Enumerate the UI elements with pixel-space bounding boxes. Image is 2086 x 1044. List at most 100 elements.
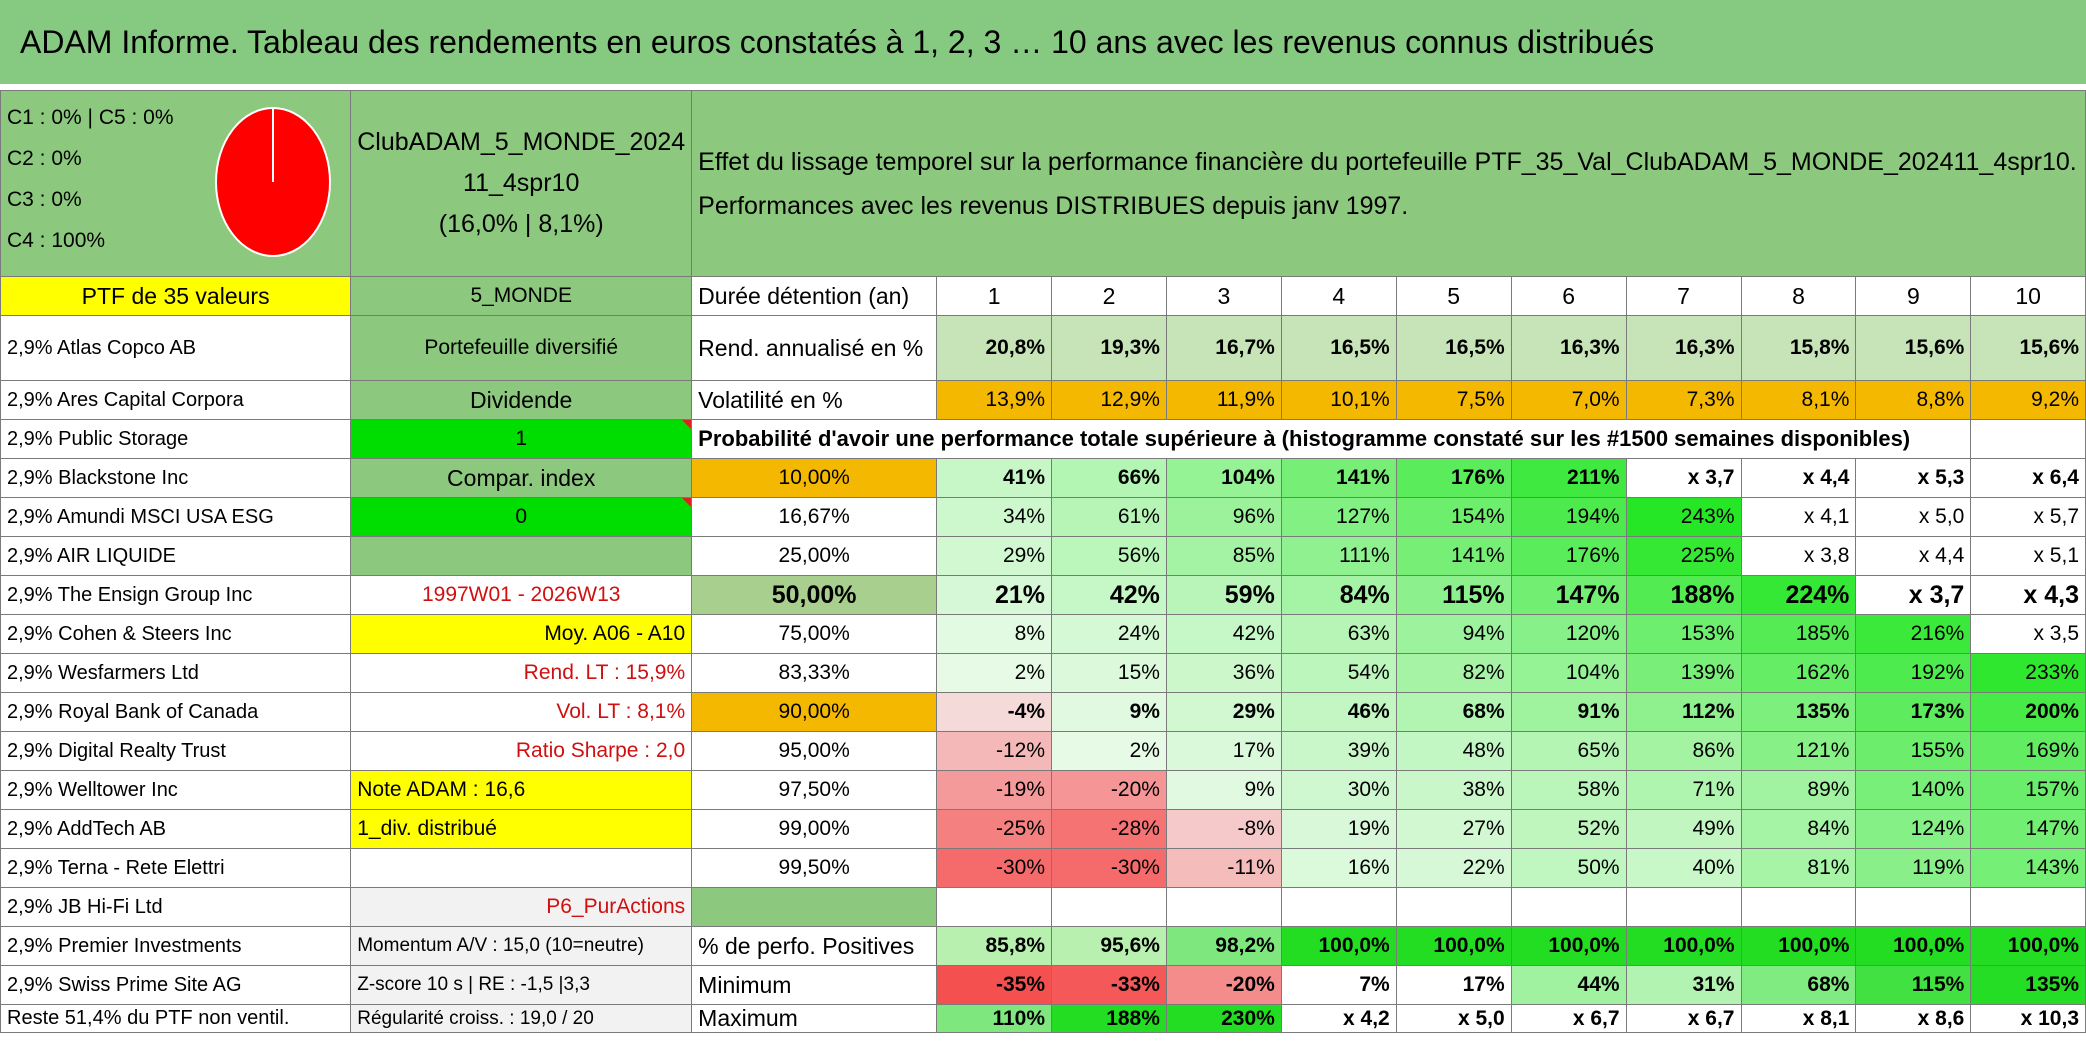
holding-name: 2,9% Blackstone Inc [0, 458, 352, 498]
probability-value: 8% [936, 614, 1053, 654]
probability-level: 16,67% [691, 497, 938, 537]
rend-value: 19,3% [1051, 315, 1167, 381]
year-header: 8 [1740, 276, 1857, 316]
positives-value: 100,0% [1855, 926, 1972, 966]
zone-label: 5_MONDE [350, 276, 693, 316]
probability-value: x 4,4 [1855, 536, 1972, 576]
probability-value: 54% [1280, 653, 1397, 693]
probability-value: 141% [1280, 458, 1397, 498]
rend-value: 20,8% [936, 315, 1053, 381]
empty-cell [1280, 887, 1397, 927]
probability-value: 111% [1280, 536, 1397, 576]
zscore-label: Z-score 10 s | RE : -1,5 |3,3 [350, 965, 693, 1005]
minimum-value: 17% [1395, 965, 1512, 1005]
rend-value: 15,6% [1970, 315, 2086, 381]
holding-name: 2,9% Welltower Inc [0, 770, 352, 810]
probability-value: 81% [1740, 848, 1857, 888]
probability-value: 40% [1625, 848, 1742, 888]
portfolio-name-line: (16,0% | 8,1%) [438, 210, 604, 238]
probability-value: 2% [1051, 731, 1167, 771]
moyenne-label: Moy. A06 - A10 [350, 614, 693, 654]
maximum-value: x 6,7 [1625, 1004, 1742, 1033]
years-header-row: PTF de 35 valeurs 5_MONDE Durée détention … [0, 276, 2086, 316]
vol-value: 11,9% [1165, 380, 1282, 420]
holding-name: 2,9% AddTech AB [0, 809, 352, 849]
probability-value: 147% [1510, 575, 1627, 615]
probability-value: 127% [1280, 497, 1397, 537]
periode-label: 1997W01 - 2026W13 [350, 575, 693, 615]
probability-value: 194% [1510, 497, 1627, 537]
minimum-value: 115% [1855, 965, 1972, 1005]
probability-value: 58% [1510, 770, 1627, 810]
positives-value: 100,0% [1970, 926, 2086, 966]
minimum-value: -33% [1051, 965, 1167, 1005]
maximum-value: x 10,3 [1970, 1004, 2086, 1033]
holding-name: 2,9% Cohen & Steers Inc [0, 614, 352, 654]
year-header: 5 [1395, 276, 1512, 316]
empty-cell [936, 887, 1053, 927]
probability-value: 104% [1165, 458, 1282, 498]
holding-name: 2,9% The Ensign Group Inc [0, 575, 352, 615]
compar-index-input[interactable]: 0 [350, 497, 693, 537]
probability-value: 155% [1855, 731, 1972, 771]
probability-value: 89% [1740, 770, 1857, 810]
effet-description-cell: Effet du lissage temporel sur la perform… [691, 90, 2086, 277]
probability-value: x 3,5 [1970, 614, 2086, 654]
probability-value: 22% [1395, 848, 1512, 888]
minimum-value: 7% [1280, 965, 1397, 1005]
probability-value: 30% [1280, 770, 1397, 810]
data-row: 2,9% Digital Realty Trust Ratio Sharpe : … [0, 731, 2086, 771]
minimum-value: 135% [1970, 965, 2086, 1005]
minimum-value: 31% [1625, 965, 1742, 1005]
probability-level: 97,50% [691, 770, 938, 810]
pie-legend-item: C3 : 0% [7, 188, 82, 211]
minimum-value: -20% [1165, 965, 1282, 1005]
comment-marker [682, 420, 691, 429]
data-row: 2,9% Swiss Prime Site AG Z-score 10 s | R… [0, 965, 2086, 1005]
probability-value: 233% [1970, 653, 2086, 693]
data-row: 2,9% Terna - Rete Elettri 99,50% -30% -30% -… [0, 848, 2086, 888]
holding-name: 2,9% Swiss Prime Site AG [0, 965, 352, 1005]
probability-level: 90,00% [691, 692, 938, 732]
probability-level: 83,33% [691, 653, 938, 693]
probability-value: 84% [1280, 575, 1397, 615]
data-row: 2,9% AddTech AB 1_div. distribué 99,00% -25… [0, 809, 2086, 849]
probability-value: 38% [1395, 770, 1512, 810]
probability-value: 29% [936, 536, 1053, 576]
dividend-flag-input[interactable]: 1 [350, 419, 693, 459]
data-row: 2,9% Welltower Inc Note ADAM : 16,6 97,50%… [0, 770, 2086, 810]
maximum-value: 230% [1165, 1004, 1282, 1033]
probability-value: 169% [1970, 731, 2086, 771]
positives-value: 100,0% [1395, 926, 1512, 966]
vol-value: 9,2% [1970, 380, 2086, 420]
vol-value: 7,3% [1625, 380, 1742, 420]
probability-value: 34% [936, 497, 1053, 537]
probability-value: 96% [1165, 497, 1282, 537]
probability-value: 46% [1280, 692, 1397, 732]
probability-value: 176% [1395, 458, 1512, 498]
probability-value: 17% [1165, 731, 1282, 771]
minimum-value: 44% [1510, 965, 1627, 1005]
probability-value: 52% [1510, 809, 1627, 849]
holding-name: 2,9% Atlas Copco AB [0, 315, 352, 381]
holding-name: 2,9% Ares Capital Corpora [0, 380, 352, 420]
effet-description-line: Performances avec les revenus DISTRIBUES… [698, 191, 1409, 220]
probability-value: -12% [936, 731, 1053, 771]
probability-value: -8% [1165, 809, 1282, 849]
probability-value: 154% [1395, 497, 1512, 537]
data-row: 2,9% The Ensign Group Inc 1997W01 - 2026W… [0, 575, 2086, 615]
probability-level: 10,00% [691, 458, 938, 498]
rend-lt-label: Rend. LT : 15,9% [350, 653, 693, 693]
empty-cell [1970, 419, 2086, 459]
rend-label: Rend. annualisé en % [691, 315, 938, 381]
data-row: 2,9% Cohen & Steers Inc Moy. A06 - A10 75,… [0, 614, 2086, 654]
probability-value: 200% [1970, 692, 2086, 732]
empty-cell [1395, 887, 1512, 927]
probability-value: 56% [1051, 536, 1167, 576]
holding-name: 2,9% AIR LIQUIDE [0, 536, 352, 576]
probability-value: x 5,0 [1855, 497, 1972, 537]
positives-value: 98,2% [1165, 926, 1282, 966]
probability-title: Probabilité d'avoir une performance tota… [691, 419, 1972, 459]
year-header: 9 [1855, 276, 1972, 316]
note-adam-label: Note ADAM : 16,6 [350, 770, 693, 810]
